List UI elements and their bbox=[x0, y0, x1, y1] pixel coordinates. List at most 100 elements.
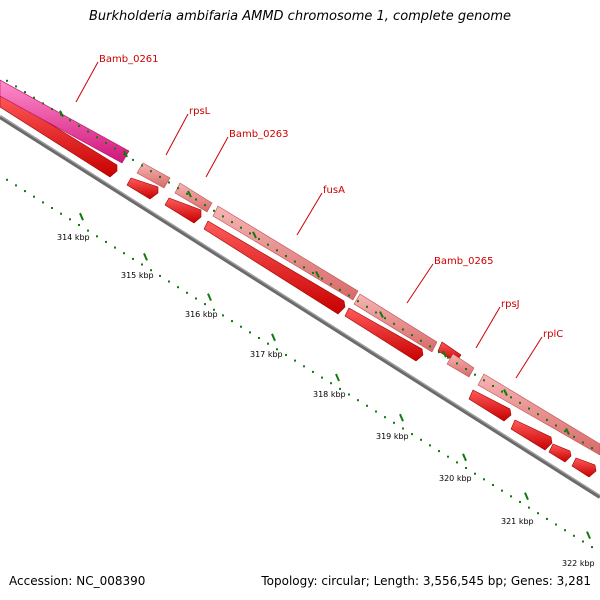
gene-bar-rpsl bbox=[136, 162, 171, 189]
tick-dot bbox=[78, 224, 80, 226]
tick-dot bbox=[420, 339, 422, 342]
tick-dot bbox=[96, 235, 98, 238]
tick-dot bbox=[357, 399, 359, 402]
tick-dot bbox=[474, 373, 476, 376]
tick-dot bbox=[303, 266, 305, 269]
tick-dot bbox=[186, 192, 188, 195]
accession-text: Accession: NC_008390 bbox=[9, 574, 146, 588]
tick-dot bbox=[222, 215, 224, 218]
genome-summary-text: Topology: circular; Length: 3,556,545 bp… bbox=[261, 574, 591, 588]
tick-dot bbox=[591, 546, 593, 549]
tick-dot bbox=[231, 320, 233, 323]
gene-bar-rpsj bbox=[446, 353, 475, 378]
tick-dot bbox=[519, 401, 521, 404]
tick-dot bbox=[105, 240, 107, 243]
tick-dot bbox=[222, 314, 224, 317]
tick-dot bbox=[177, 187, 179, 190]
major-tick bbox=[59, 110, 64, 118]
tick-dot bbox=[402, 427, 404, 430]
tick-dot bbox=[15, 184, 17, 187]
gene-label-rpsj: rpsJ bbox=[501, 299, 520, 310]
tick-dot bbox=[546, 418, 548, 421]
tick-dot bbox=[213, 308, 215, 311]
gene-label-rpsl: rpsL bbox=[189, 106, 211, 117]
tick-dot bbox=[483, 478, 485, 481]
tick-dot bbox=[231, 221, 233, 224]
tick-dot bbox=[294, 260, 296, 263]
tick-dot bbox=[87, 130, 89, 133]
backbone-highlight bbox=[0, 115, 600, 496]
tick-dot bbox=[474, 472, 476, 475]
tick-dot bbox=[60, 212, 62, 215]
tick-dot bbox=[465, 467, 467, 469]
tick-dot bbox=[96, 136, 98, 139]
tick-label: 322 kbp bbox=[562, 559, 595, 568]
gene-track bbox=[0, 79, 600, 456]
leader-line bbox=[296, 192, 323, 236]
tick-dot bbox=[528, 407, 530, 410]
tick-dot bbox=[150, 170, 152, 173]
tick-dot bbox=[375, 311, 377, 314]
tick-dot bbox=[69, 119, 71, 122]
major-tick bbox=[399, 413, 404, 422]
tick-dot bbox=[24, 190, 26, 193]
cds-arrow bbox=[548, 443, 572, 463]
tick-dot bbox=[555, 523, 557, 526]
cds-arrow bbox=[510, 419, 553, 451]
tick-dot bbox=[339, 387, 341, 390]
tick-dot bbox=[240, 325, 242, 328]
tick-dot bbox=[132, 257, 134, 260]
major-tick bbox=[79, 212, 84, 221]
leader-line bbox=[165, 113, 189, 156]
major-tick bbox=[187, 190, 192, 198]
major-tick bbox=[315, 270, 320, 278]
tick-dot bbox=[384, 317, 386, 320]
tick-label: 318 kbp bbox=[313, 390, 346, 399]
cds-arrow bbox=[571, 457, 597, 478]
major-tick bbox=[442, 350, 447, 358]
tick-dot bbox=[150, 269, 152, 272]
cds-track bbox=[0, 92, 597, 478]
leader-line bbox=[75, 61, 99, 103]
tick-dot bbox=[168, 280, 170, 283]
major-tick bbox=[271, 333, 276, 342]
major-ticks bbox=[59, 110, 591, 539]
leader-line bbox=[406, 263, 434, 304]
cds-arrow bbox=[203, 220, 346, 315]
tick-dot-rows bbox=[6, 79, 593, 549]
gene-bar-bamb-0265 bbox=[353, 293, 438, 353]
tick-dot bbox=[420, 438, 422, 441]
cds-arrow bbox=[0, 92, 118, 178]
tick-dot bbox=[321, 376, 323, 379]
tick-dot bbox=[177, 286, 179, 289]
tick-dot bbox=[456, 461, 458, 464]
tick-dot bbox=[105, 141, 107, 144]
leader-line bbox=[475, 306, 501, 349]
tick-dot bbox=[195, 297, 197, 300]
tick-dot bbox=[393, 322, 395, 325]
gene-bar-bamb-0263 bbox=[174, 182, 213, 213]
tick-dot bbox=[321, 277, 323, 280]
tick-label: 317 kbp bbox=[250, 350, 283, 359]
tick-dot bbox=[429, 345, 431, 348]
tick-dot bbox=[465, 368, 467, 370]
tick-dot bbox=[141, 164, 143, 167]
tick-dot bbox=[276, 348, 278, 351]
tick-dot bbox=[285, 255, 287, 257]
tick-dot bbox=[510, 396, 512, 399]
tick-dot bbox=[6, 79, 8, 82]
cds-arrow bbox=[164, 197, 202, 224]
major-tick bbox=[123, 150, 128, 158]
tick-dot bbox=[249, 232, 251, 235]
tick-dot bbox=[267, 342, 269, 345]
tick-dot bbox=[411, 334, 413, 337]
tick-dot bbox=[564, 529, 566, 532]
tick-dot bbox=[312, 370, 314, 373]
tick-dot bbox=[348, 294, 350, 297]
tick-dot bbox=[330, 283, 332, 286]
tick-dot bbox=[159, 274, 161, 277]
major-tick bbox=[586, 531, 591, 539]
major-tick bbox=[335, 373, 340, 382]
tick-dot bbox=[87, 229, 89, 232]
tick-dot bbox=[24, 91, 26, 94]
